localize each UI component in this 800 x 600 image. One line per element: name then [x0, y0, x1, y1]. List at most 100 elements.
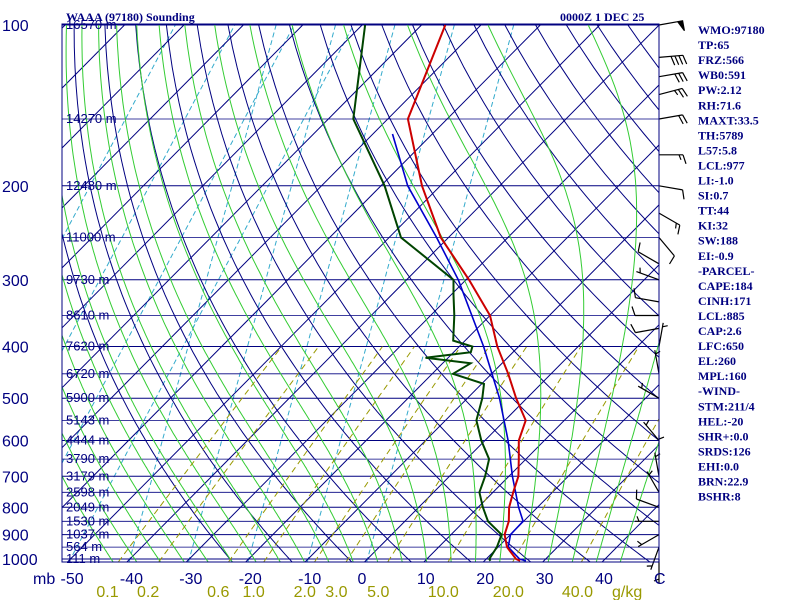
- pressure-label: 100: [2, 18, 29, 35]
- station-title: WAAA (97180) Sounding: [66, 10, 195, 24]
- wind-barb: [658, 435, 665, 460]
- temperature-tick-label: -30: [179, 571, 202, 588]
- moist-adiabat-line: [61, 195, 233, 563]
- isotherm-line: [61, 23, 483, 449]
- wind-barb: [637, 242, 660, 265]
- mixing-ratio-label: 0.2: [137, 584, 159, 600]
- wind-barb: [630, 323, 660, 334]
- saturation-line: [61, 24, 176, 240]
- mixing-ratio-line: [158, 346, 320, 563]
- index-value: TH:5789: [698, 128, 743, 142]
- moist-adiabat-line: [158, 24, 379, 563]
- temperature-tick-label: 10: [417, 571, 435, 588]
- wind-barb: [633, 288, 660, 303]
- dry-adiabat-line: [258, 24, 651, 563]
- height-label: 5900 m: [66, 390, 109, 405]
- wind-barb: [643, 420, 660, 441]
- index-value: STM:211/4: [698, 399, 755, 413]
- index-value: MAXT:33.5: [698, 113, 759, 127]
- wind-barb: [635, 516, 659, 522]
- wind-barb: [635, 489, 660, 508]
- isotherm-line: [61, 23, 245, 209]
- height-label: 1530 m: [66, 513, 109, 528]
- isotherm-line: [423, 324, 660, 563]
- pressure-label: 1000: [2, 552, 38, 569]
- height-label: 11000 m: [66, 230, 116, 245]
- wind-barb: [646, 470, 660, 493]
- index-value: HEL:-20: [698, 414, 743, 428]
- height-label: 4444 m: [66, 433, 109, 448]
- saturation-line: [68, 24, 354, 563]
- isotherm-line: [542, 444, 660, 563]
- index-value: KI:32: [698, 219, 728, 233]
- height-label: 14270 m: [66, 111, 117, 126]
- index-value: TT:44: [698, 204, 729, 218]
- plot-frame: [61, 23, 660, 563]
- index-value: LCL:885: [698, 309, 745, 323]
- index-value: -PARCEL-: [698, 264, 754, 278]
- index-value: RH:71.6: [698, 98, 741, 112]
- wind-barb: [637, 534, 660, 548]
- wind-barb: [631, 306, 659, 317]
- temperature-tick-label: -40: [120, 571, 143, 588]
- mixing-ratio-label: 0.1: [96, 584, 118, 600]
- temperature-tick-label: 20: [476, 571, 494, 588]
- dry-adiabat-line: [535, 24, 660, 194]
- moist-adiabat-line: [571, 24, 638, 563]
- mixing-ratio-label: 5.0: [367, 584, 389, 600]
- height-label: 12480 m: [66, 178, 117, 193]
- dry-adiabat-line: [73, 24, 293, 563]
- isotherm-line: [61, 23, 67, 29]
- dry-adiabat-line: [227, 24, 591, 563]
- saturation-line: [188, 24, 336, 563]
- index-value: EI:-0.9: [698, 249, 734, 263]
- height-label: 3179 m: [66, 468, 109, 483]
- index-value: SW:188: [698, 234, 738, 248]
- moist-adiabat-line: [343, 24, 506, 563]
- height-label: 9730 m: [66, 272, 109, 287]
- index-value: CINH:171: [698, 294, 751, 308]
- pressure-unit: mb: [33, 571, 55, 588]
- moist-adiabat-line: [116, 24, 330, 563]
- dewpoint-trace: [352, 24, 503, 562]
- height-label: 3790 m: [66, 451, 109, 466]
- dry-adiabat-line: [504, 24, 660, 235]
- dry-adiabat-line: [627, 24, 660, 69]
- dry-adiabat-line: [104, 24, 353, 563]
- index-value: WB0:591: [698, 68, 746, 82]
- dry-adiabat-line: [596, 24, 660, 111]
- height-label: 1037 m: [66, 527, 109, 542]
- height-label: 7620 m: [66, 339, 109, 354]
- isotherm-line: [61, 23, 364, 329]
- mixing-ratio-line: [314, 346, 462, 563]
- wind-barb: [658, 72, 688, 83]
- dry-adiabat-line: [565, 24, 660, 152]
- index-value: LFC:650: [698, 339, 744, 353]
- dry-adiabat-line: [381, 24, 660, 400]
- pressure-label: 400: [2, 340, 29, 357]
- index-value: TP:65: [698, 38, 729, 52]
- mixing-ratio-line: [345, 346, 490, 563]
- moist-adiabat-line: [61, 386, 161, 563]
- height-label: 5143 m: [66, 412, 109, 427]
- index-value: SRDS:126: [698, 444, 751, 458]
- index-value: CAP:2.6: [698, 324, 742, 338]
- height-label: 6720 m: [66, 366, 109, 381]
- temperature-tick-label: 30: [536, 571, 554, 588]
- moist-adiabat-line: [619, 441, 660, 563]
- isotherm-line: [185, 84, 660, 563]
- mixing-ratio-label: 2.0: [294, 584, 316, 600]
- temperature-trace: [406, 24, 527, 562]
- pressure-label: 600: [2, 434, 29, 451]
- wind-barb: [646, 546, 660, 570]
- moist-adiabat-line: [98, 24, 305, 563]
- moist-adiabat-line: [407, 24, 542, 563]
- dry-adiabat-line: [412, 24, 660, 358]
- isotherm-line: [126, 24, 660, 563]
- dry-adiabat-line: [350, 24, 660, 441]
- height-label: 111 m: [66, 551, 100, 566]
- temperature-unit: C: [654, 571, 666, 588]
- index-value: PW:2.12: [698, 83, 742, 97]
- isotherm-line: [61, 23, 126, 89]
